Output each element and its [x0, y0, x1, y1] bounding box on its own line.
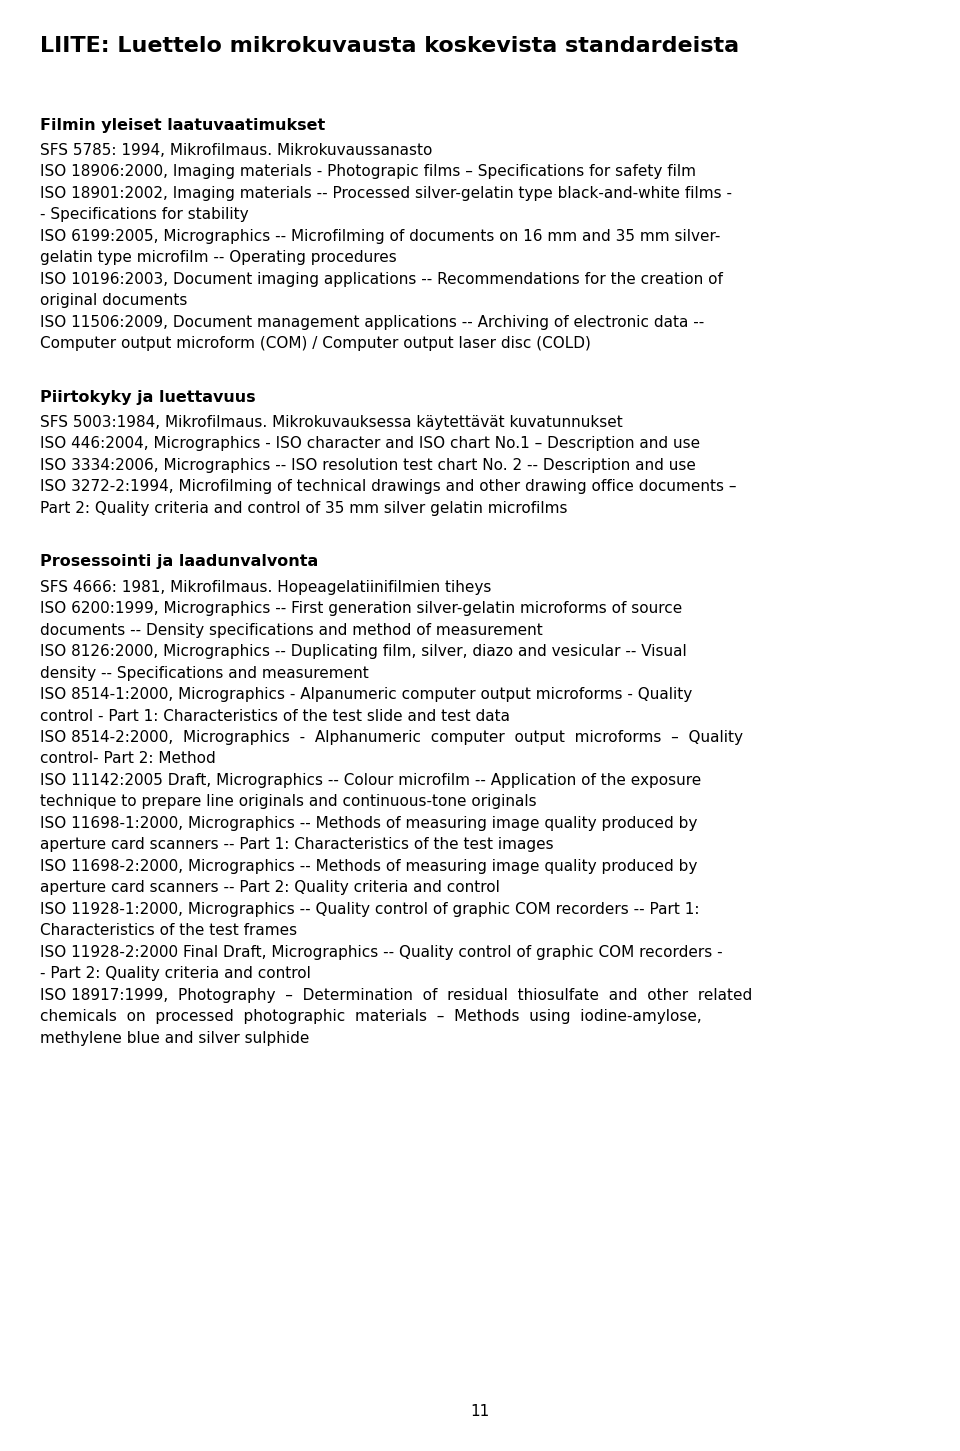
- Text: chemicals  on  processed  photographic  materials  –  Methods  using  iodine-amy: chemicals on processed photographic mate…: [40, 1010, 702, 1024]
- Text: - Part 2: Quality criteria and control: - Part 2: Quality criteria and control: [40, 966, 311, 981]
- Text: ISO 8514-2:2000,  Micrographics  -  Alphanumeric  computer  output  microforms  : ISO 8514-2:2000, Micrographics - Alphanu…: [40, 730, 743, 744]
- Text: ISO 18917:1999,  Photography  –  Determination  of  residual  thiosulfate  and  : ISO 18917:1999, Photography – Determinat…: [40, 988, 753, 1003]
- Text: ISO 10196:2003, Document imaging applications -- Recommendations for the creatio: ISO 10196:2003, Document imaging applica…: [40, 271, 723, 287]
- Text: methylene blue and silver sulphide: methylene blue and silver sulphide: [40, 1030, 310, 1046]
- Text: Part 2: Quality criteria and control of 35 mm silver gelatin microfilms: Part 2: Quality criteria and control of …: [40, 501, 567, 517]
- Text: ISO 11698-2:2000, Micrographics -- Methods of measuring image quality produced b: ISO 11698-2:2000, Micrographics -- Metho…: [40, 859, 698, 874]
- Text: ISO 11506:2009, Document management applications -- Archiving of electronic data: ISO 11506:2009, Document management appl…: [40, 315, 705, 329]
- Text: ISO 18906:2000, Imaging materials - Photograpic films – Specifications for safet: ISO 18906:2000, Imaging materials - Phot…: [40, 164, 696, 180]
- Text: aperture card scanners -- Part 1: Characteristics of the test images: aperture card scanners -- Part 1: Charac…: [40, 837, 554, 852]
- Text: ISO 11142:2005 Draft, Micrographics -- Colour microfilm -- Application of the ex: ISO 11142:2005 Draft, Micrographics -- C…: [40, 773, 702, 788]
- Text: - Specifications for stability: - Specifications for stability: [40, 207, 249, 222]
- Text: original documents: original documents: [40, 293, 188, 308]
- Text: Filmin yleiset laatuvaatimukset: Filmin yleiset laatuvaatimukset: [40, 118, 325, 132]
- Text: gelatin type microfilm -- Operating procedures: gelatin type microfilm -- Operating proc…: [40, 251, 397, 266]
- Text: 11: 11: [470, 1405, 490, 1419]
- Text: density -- Specifications and measurement: density -- Specifications and measuremen…: [40, 666, 369, 681]
- Text: ISO 3334:2006, Micrographics -- ISO resolution test chart No. 2 -- Description a: ISO 3334:2006, Micrographics -- ISO reso…: [40, 459, 696, 473]
- Text: ISO 446:2004, Micrographics - ISO character and ISO chart No.1 – Description and: ISO 446:2004, Micrographics - ISO charac…: [40, 437, 701, 451]
- Text: control - Part 1: Characteristics of the test slide and test data: control - Part 1: Characteristics of the…: [40, 708, 511, 724]
- Text: ISO 11698-1:2000, Micrographics -- Methods of measuring image quality produced b: ISO 11698-1:2000, Micrographics -- Metho…: [40, 815, 698, 831]
- Text: Computer output microform (COM) / Computer output laser disc (COLD): Computer output microform (COM) / Comput…: [40, 337, 591, 351]
- Text: documents -- Density specifications and method of measurement: documents -- Density specifications and …: [40, 622, 543, 637]
- Text: SFS 5003:1984, Mikrofilmaus. Mikrokuvauksessa käytettävät kuvatunnukset: SFS 5003:1984, Mikrofilmaus. Mikrokuvauk…: [40, 415, 623, 429]
- Text: Characteristics of the test frames: Characteristics of the test frames: [40, 923, 298, 939]
- Text: ISO 11928-2:2000 Final Draft, Micrographics -- Quality control of graphic COM re: ISO 11928-2:2000 Final Draft, Micrograph…: [40, 945, 723, 959]
- Text: SFS 4666: 1981, Mikrofilmaus. Hopeagelatiinifilmien tiheys: SFS 4666: 1981, Mikrofilmaus. Hopeagelat…: [40, 580, 492, 595]
- Text: ISO 6199:2005, Micrographics -- Microfilming of documents on 16 mm and 35 mm sil: ISO 6199:2005, Micrographics -- Microfil…: [40, 229, 721, 244]
- Text: control- Part 2: Method: control- Part 2: Method: [40, 752, 216, 766]
- Text: ISO 11928-1:2000, Micrographics -- Quality control of graphic COM recorders -- P: ISO 11928-1:2000, Micrographics -- Quali…: [40, 903, 700, 917]
- Text: ISO 6200:1999, Micrographics -- First generation silver-gelatin microforms of so: ISO 6200:1999, Micrographics -- First ge…: [40, 601, 683, 617]
- Text: ISO 18901:2002, Imaging materials -- Processed silver-gelatin type black-and-whi: ISO 18901:2002, Imaging materials -- Pro…: [40, 186, 732, 200]
- Text: Prosessointi ja laadunvalvonta: Prosessointi ja laadunvalvonta: [40, 554, 319, 569]
- Text: Piirtokyky ja luettavuus: Piirtokyky ja luettavuus: [40, 390, 256, 405]
- Text: aperture card scanners -- Part 2: Quality criteria and control: aperture card scanners -- Part 2: Qualit…: [40, 881, 500, 895]
- Text: ISO 8514-1:2000, Micrographics - Alpanumeric computer output microforms - Qualit: ISO 8514-1:2000, Micrographics - Alpanum…: [40, 688, 692, 702]
- Text: technique to prepare line originals and continuous-tone originals: technique to prepare line originals and …: [40, 795, 537, 810]
- Text: ISO 8126:2000, Micrographics -- Duplicating film, silver, diazo and vesicular --: ISO 8126:2000, Micrographics -- Duplicat…: [40, 644, 687, 659]
- Text: ISO 3272-2:1994, Microfilming of technical drawings and other drawing office doc: ISO 3272-2:1994, Microfilming of technic…: [40, 479, 737, 495]
- Text: SFS 5785: 1994, Mikrofilmaus. Mikrokuvaussanasto: SFS 5785: 1994, Mikrofilmaus. Mikrokuvau…: [40, 144, 433, 158]
- Text: LIITE: Luettelo mikrokuvausta koskevista standardeista: LIITE: Luettelo mikrokuvausta koskevista…: [40, 36, 739, 57]
